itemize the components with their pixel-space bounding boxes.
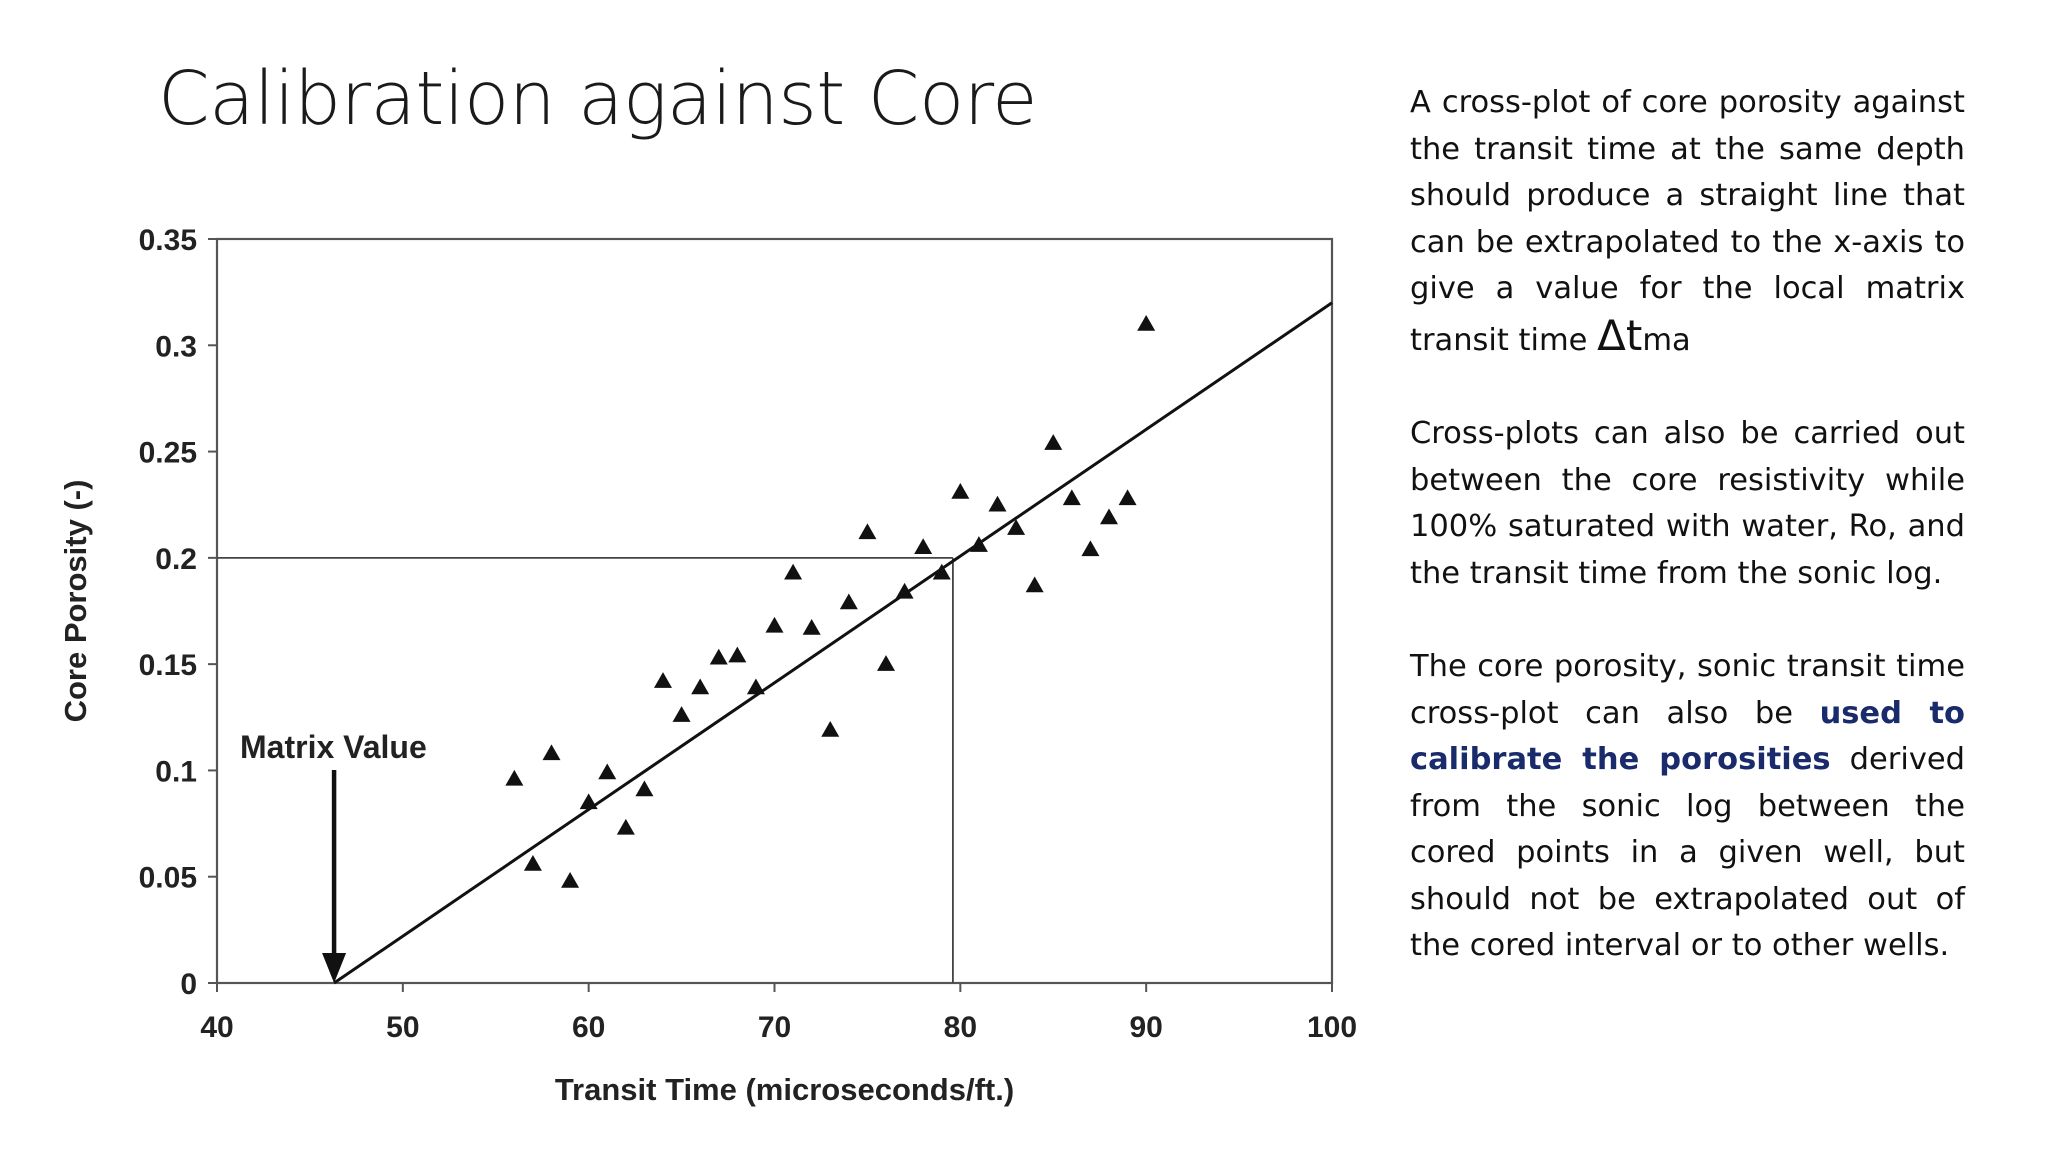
matrix-arrow-head [322,953,347,983]
paragraph-resistivity: Cross-plots can also be carried out betw… [1410,416,1965,591]
data-point [858,523,877,540]
data-point [1137,315,1156,331]
x-axis-ticks: 40 50 60 70 80 90 100 [200,983,1357,1044]
data-point [635,780,654,797]
trend-line [333,301,1333,985]
x-tick-label: 70 [758,1011,791,1044]
data-point [765,616,784,633]
matrix-value-label: Matrix Value [240,729,427,765]
y-tick-label: 0.05 [139,862,197,895]
data-point [709,648,728,665]
data-point [616,818,635,835]
matrix-subscript: ma [1642,322,1691,358]
paragraph-calibration-text: The core porosity, sonic transit time cr… [1410,649,1965,731]
data-point [839,593,858,610]
chart-container: 40 50 60 70 80 90 100 0 0.05 0.1 0.15 0.2 0.25 0.3 0.… [40,220,1360,1152]
x-tick-label: 40 [200,1011,233,1044]
reference-lines [217,556,954,983]
x-tick-label: 90 [1129,1011,1162,1044]
data-point [654,672,672,688]
data-point [505,769,524,786]
data-point [523,854,542,871]
paragraph-calibration-tail: derived from the sonic log between the c… [1410,742,1965,963]
y-tick-label: 0.25 [139,437,197,470]
matrix-annotation: Matrix Value [240,729,427,983]
data-point [1025,576,1044,593]
data-point [1118,489,1137,506]
slide-title: Calibration against Core [158,56,1038,142]
data-points [505,315,1156,888]
y-tick-label: 0 [180,968,197,1001]
data-point [1100,508,1118,525]
paragraph-calibration: The core porosity, sonic transit time cr… [1410,644,1965,970]
data-point [1081,540,1100,557]
data-point [969,536,988,552]
delta-symbol: Δt [1597,310,1643,360]
data-point [1044,434,1063,450]
y-axis-ticks: 0 0.05 0.1 0.15 0.2 0.25 0.3 0.35 [139,224,217,1001]
trend-line-group [333,301,1333,985]
data-point [784,563,803,580]
x-tick-label: 80 [944,1011,977,1044]
data-point [914,538,933,554]
y-axis-label: Core Porosity (-) [58,480,93,723]
data-point [802,619,821,635]
data-point [895,582,914,599]
data-point [598,763,617,780]
y-tick-label: 0.2 [155,543,197,576]
x-tick-label: 100 [1307,1011,1357,1044]
x-tick-label: 60 [572,1011,605,1044]
data-point [728,646,747,663]
data-point [951,482,970,499]
data-point [877,655,895,671]
data-point [932,563,951,580]
data-point [1007,519,1026,535]
scatter-chart: 40 50 60 70 80 90 100 0 0.05 0.1 0.15 0.2 0.25 0.3 0.… [40,220,1360,1152]
emphasis-text: used to calibrate the porosities [1410,695,1966,778]
data-point [988,495,1007,512]
data-point [1062,489,1081,506]
data-point [672,706,691,722]
paragraph-matrix-text: A cross-plot of core porosity against th… [1410,85,1965,358]
data-point [746,678,765,695]
y-tick-label: 0.3 [155,330,197,363]
data-point [542,744,561,761]
data-point [821,721,840,737]
y-tick-label: 0.15 [139,649,197,682]
x-axis-label: Transit Time (microseconds/ft.) [555,1072,1014,1107]
x-tick-label: 50 [386,1011,419,1044]
data-point [579,793,598,810]
paragraph-matrix: A cross-plot of core porosity against th… [1410,80,1965,364]
y-tick-label: 0.35 [139,224,197,257]
y-tick-label: 0.1 [155,755,197,788]
data-point [691,678,710,695]
description-panel: A cross-plot of core porosity against th… [1410,80,1965,970]
data-point [561,871,580,888]
